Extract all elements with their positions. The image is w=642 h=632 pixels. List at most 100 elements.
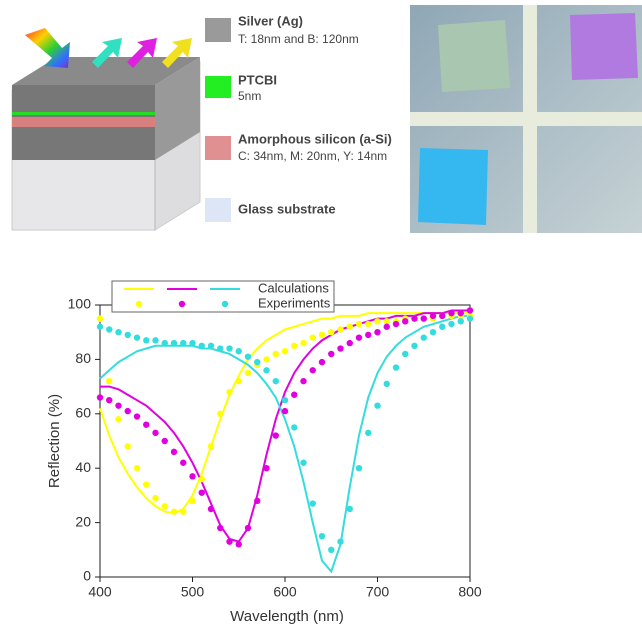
exp-dot xyxy=(106,378,112,384)
y-tick-label: 100 xyxy=(68,296,92,312)
exp-dot xyxy=(393,321,399,327)
exp-dot xyxy=(162,438,168,444)
exp-dot xyxy=(365,321,371,327)
exp-dot xyxy=(180,340,186,346)
exp-dot xyxy=(217,345,223,351)
exp-dot xyxy=(152,430,158,436)
page: Silver (Ag) T: 18nm and B: 120nm PTCBI 5… xyxy=(0,0,642,632)
exp-dot xyxy=(106,397,112,403)
exp-dot xyxy=(467,307,473,313)
sample-yellow xyxy=(438,20,510,92)
exp-dot xyxy=(217,525,223,531)
sample-cyan xyxy=(418,148,488,225)
legend-dot xyxy=(179,301,185,307)
exp-dot xyxy=(421,315,427,321)
exp-dot xyxy=(282,397,288,403)
exp-dot xyxy=(245,525,251,531)
exp-dot xyxy=(411,315,417,321)
exp-dot xyxy=(245,370,251,376)
divider xyxy=(410,112,642,126)
exp-dot xyxy=(421,334,427,340)
exp-dot xyxy=(347,324,353,330)
schematic: Silver (Ag) T: 18nm and B: 120nm PTCBI 5… xyxy=(12,13,392,230)
exp-dot xyxy=(291,424,297,430)
exp-dot xyxy=(226,389,232,395)
x-tick-label: 600 xyxy=(273,584,297,600)
exp-dot xyxy=(310,500,316,506)
exp-dot xyxy=(125,443,131,449)
x-tick-label: 500 xyxy=(181,584,205,600)
exp-dot xyxy=(291,343,297,349)
exp-dot xyxy=(236,348,242,354)
exp-dot xyxy=(439,324,445,330)
exp-dot xyxy=(143,337,149,343)
exp-dot xyxy=(328,547,334,553)
exp-dot xyxy=(189,340,195,346)
exp-dot xyxy=(263,465,269,471)
exp-dot xyxy=(430,313,436,319)
x-tick-label: 800 xyxy=(458,584,482,600)
exp-dot xyxy=(125,408,131,414)
exp-dot xyxy=(374,329,380,335)
exp-dot xyxy=(254,498,260,504)
exp-dot xyxy=(356,334,362,340)
exp-dot xyxy=(411,343,417,349)
exp-dot xyxy=(263,356,269,362)
legend-label: Silver (Ag) xyxy=(238,13,303,28)
swatch-ptcbi xyxy=(205,76,231,98)
exp-dot xyxy=(402,351,408,357)
legend-label: Experiments xyxy=(258,295,331,310)
exp-dot xyxy=(300,460,306,466)
exp-dot xyxy=(374,402,380,408)
y-tick-label: 20 xyxy=(75,513,91,529)
x-axis-label: Wavelength (nm) xyxy=(230,608,344,625)
exp-dot xyxy=(319,533,325,539)
exp-dot xyxy=(189,498,195,504)
x-tick-label: 700 xyxy=(366,584,390,600)
exp-dot xyxy=(115,416,121,422)
exp-dot xyxy=(384,381,390,387)
exp-dot xyxy=(208,343,214,349)
exp-dot xyxy=(310,367,316,373)
exp-dot xyxy=(384,324,390,330)
exp-dot xyxy=(356,465,362,471)
exp-dot xyxy=(180,509,186,515)
exp-dot xyxy=(143,481,149,487)
exp-dot xyxy=(180,460,186,466)
exp-dot xyxy=(226,538,232,544)
exp-dot xyxy=(263,367,269,373)
exp-dot xyxy=(189,473,195,479)
exp-dot xyxy=(384,318,390,324)
y-tick-label: 60 xyxy=(75,405,91,421)
y-tick-label: 0 xyxy=(83,568,91,584)
exp-dot xyxy=(97,315,103,321)
exp-dot xyxy=(310,334,316,340)
exp-dot xyxy=(337,538,343,544)
exp-dot xyxy=(134,334,140,340)
swatch-asi xyxy=(205,136,231,160)
exp-dot xyxy=(134,413,140,419)
exp-dot xyxy=(125,332,131,338)
exp-dot xyxy=(236,378,242,384)
exp-dot xyxy=(374,318,380,324)
exp-dot xyxy=(337,345,343,351)
exp-dot xyxy=(199,489,205,495)
exp-dot xyxy=(448,321,454,327)
exp-dot xyxy=(208,506,214,512)
exp-dot xyxy=(115,329,121,335)
exp-dot xyxy=(319,332,325,338)
exp-dot xyxy=(282,408,288,414)
exp-dot xyxy=(273,432,279,438)
exp-dot xyxy=(162,503,168,509)
asi-layer xyxy=(12,117,155,127)
exp-dot xyxy=(97,394,103,400)
exp-dot xyxy=(458,318,464,324)
incident-arrow xyxy=(25,28,70,68)
exp-dot xyxy=(97,324,103,330)
exp-dot xyxy=(217,411,223,417)
exp-dot xyxy=(365,332,371,338)
exp-dot xyxy=(319,359,325,365)
sample-magenta xyxy=(570,13,638,80)
exp-dot xyxy=(328,351,334,357)
